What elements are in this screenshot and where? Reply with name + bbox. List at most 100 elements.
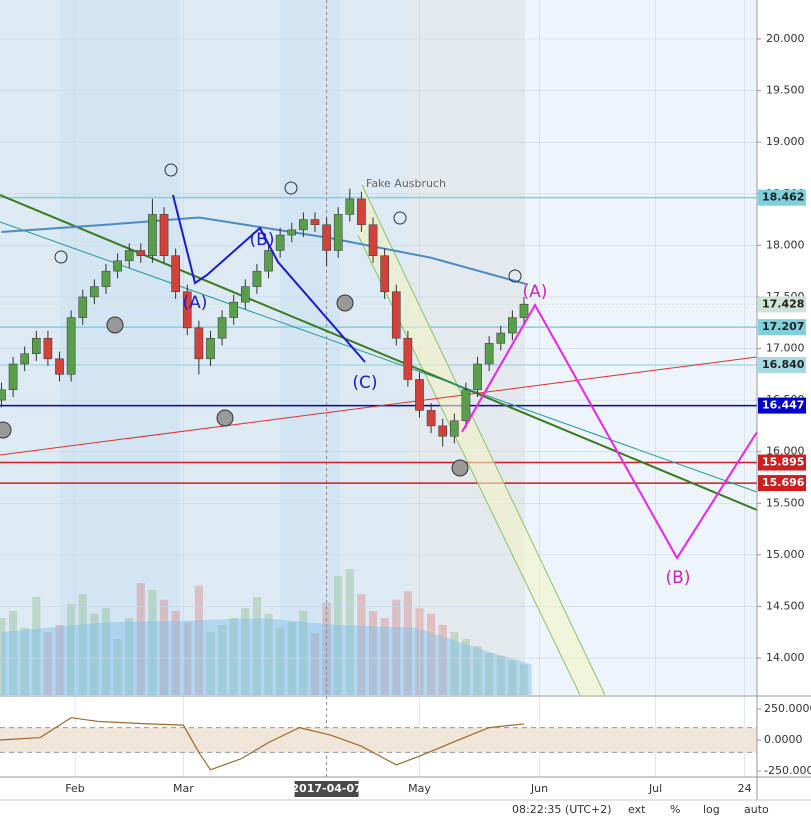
x-tick-label: 24 (738, 782, 752, 795)
auto-button[interactable]: auto (744, 803, 769, 816)
candle-body (322, 224, 331, 251)
crosshair-badge (294, 781, 359, 797)
x-tick-label: Jul (648, 782, 662, 795)
candle-body (0, 389, 6, 401)
volume-bar (194, 585, 203, 695)
volume-bar (438, 625, 447, 695)
volume-bar (252, 597, 261, 695)
y-tick-label: 15.000 (766, 548, 805, 561)
volume-bar (473, 646, 482, 695)
x-tick-label: Feb (65, 782, 84, 795)
candle-body (8, 363, 18, 391)
volume-bar (496, 655, 505, 695)
y-tick-label: 16.000 (766, 445, 805, 458)
candle-body (368, 224, 378, 256)
percent-button[interactable]: % (670, 803, 680, 816)
price-badge-label: 17.207 (762, 320, 804, 333)
candle-body (403, 337, 413, 380)
candle-body (450, 420, 459, 437)
volume-bar (345, 569, 354, 695)
candle-body (241, 286, 250, 303)
volume-bar (0, 618, 6, 695)
x-tick-label: Jun (530, 782, 548, 795)
status-bar: 08:22:35 (UTC+2) ext % log auto (512, 803, 769, 816)
volume-bar (20, 627, 29, 695)
candle-body (357, 198, 366, 225)
price-badge-label: 17.428 (762, 297, 804, 310)
volume-bar (519, 664, 529, 695)
price-badge-label: 15.895 (762, 456, 804, 469)
osc-tick-label: -250.0000 (764, 764, 811, 777)
price-badge (758, 397, 806, 414)
volume-bar (508, 660, 517, 695)
candle-body (333, 214, 343, 251)
candle-body (345, 198, 355, 215)
candle-body (66, 317, 76, 375)
price-badge (758, 475, 806, 492)
volume-bar (78, 594, 87, 695)
price-badge (758, 454, 806, 471)
candle-body (101, 270, 111, 287)
candle-body (380, 255, 389, 293)
y-tick-label: 19.500 (766, 84, 805, 97)
log-button[interactable]: log (703, 803, 720, 816)
volume-bar (461, 639, 470, 695)
volume-bar (264, 613, 273, 695)
wave-label: (B) (666, 568, 691, 588)
volume-bar (136, 583, 145, 695)
volume-bar (32, 597, 41, 695)
price-badge-label: 16.447 (762, 399, 804, 412)
candle-body (124, 250, 134, 262)
y-tick-label: 20.000 (766, 32, 805, 45)
volume-bar (357, 594, 366, 695)
volume-bar (183, 622, 192, 695)
volume-bar (241, 608, 250, 695)
candle-body (310, 219, 320, 225)
volume-bar (276, 627, 285, 695)
volume-bar (450, 632, 459, 695)
candle-body (275, 234, 285, 251)
annotation: Fake Ausbruch (366, 177, 446, 190)
volume-bar (334, 576, 343, 695)
price-badge-label: 16.840 (762, 358, 805, 371)
x-tick-label: 2017-04-07 (291, 782, 361, 795)
y-tick-label: 19.000 (766, 135, 805, 148)
candle-body (113, 260, 122, 272)
volume-bar (380, 618, 389, 695)
volume-bar (9, 611, 18, 695)
volume-bar (159, 599, 169, 695)
volume-bar (485, 653, 494, 695)
candle-body (461, 389, 471, 422)
wave-drawings (0, 163, 758, 560)
moving-average (1, 216, 529, 286)
volume-bar (392, 599, 401, 695)
volume-bar (125, 618, 134, 695)
candle-body (90, 286, 99, 298)
candle-body (415, 379, 424, 411)
price-badge (758, 189, 806, 206)
candle-body (159, 214, 169, 256)
price-badge (758, 319, 806, 336)
clock: 08:22:35 (UTC+2) (512, 803, 612, 816)
osc-band (0, 727, 757, 753)
price-badge (758, 357, 806, 374)
candle-body (473, 363, 482, 391)
price-badge-label: 18.462 (762, 191, 804, 204)
candle-body (20, 353, 30, 365)
candle-body (148, 214, 157, 256)
volume-bar (287, 622, 296, 695)
candle-body (171, 255, 180, 293)
candle-body (194, 327, 204, 360)
ext-button[interactable]: ext (628, 803, 646, 816)
candle-body (484, 343, 494, 365)
volume-bar (90, 613, 99, 695)
candle-body (55, 358, 64, 375)
volume-bar (206, 632, 215, 695)
volume-layer (0, 569, 532, 695)
y-tick-label: 14.500 (766, 599, 805, 612)
volume-bar (113, 639, 122, 695)
candle-body (136, 250, 146, 256)
osc-tick-label: 250.0000 (764, 702, 811, 715)
volume-bar (218, 625, 227, 695)
